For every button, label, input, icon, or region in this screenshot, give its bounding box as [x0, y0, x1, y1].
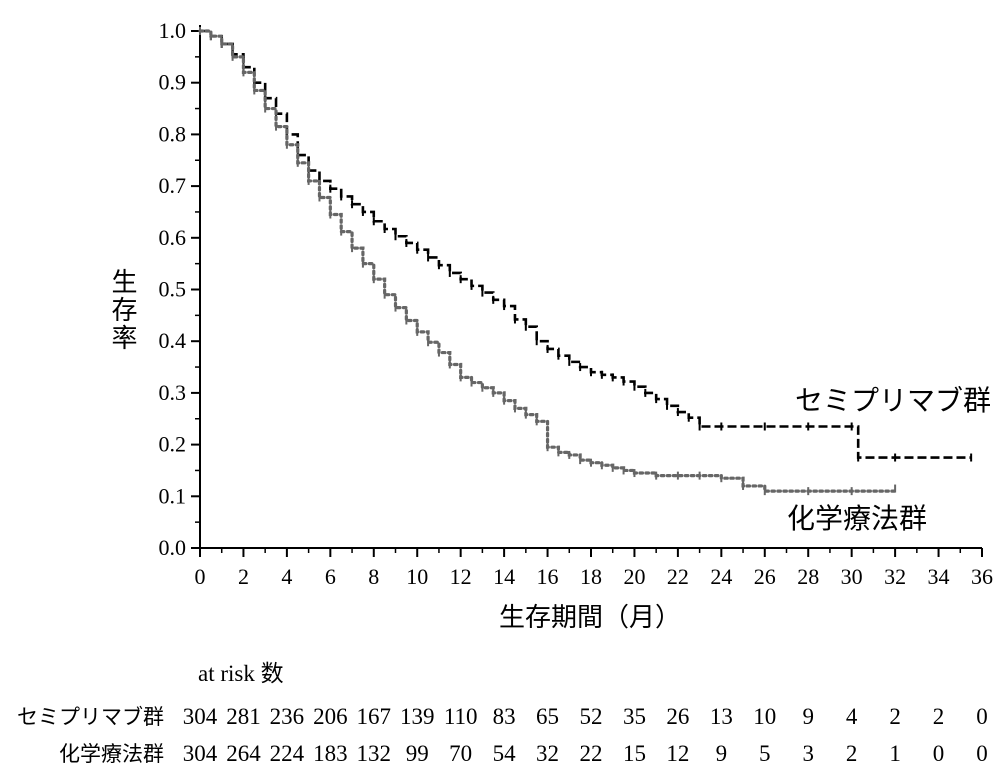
- y-tick-label: 0.9: [159, 70, 187, 95]
- at-risk-value: 2: [933, 704, 945, 729]
- at-risk-value: 236: [270, 704, 305, 729]
- y-tick-label: 0.1: [159, 483, 187, 508]
- at-risk-value: 12: [666, 741, 689, 766]
- series-label-cemiplimab: セミプリマブ群: [795, 384, 991, 417]
- x-tick-label: 24: [710, 564, 732, 589]
- x-tick-label: 18: [580, 564, 602, 589]
- x-tick-label: 30: [841, 564, 863, 589]
- x-tick-label: 32: [884, 564, 906, 589]
- at-risk-value: 52: [580, 704, 603, 729]
- at-risk-table: at risk 数 セミプリマブ群 304 281 236 206 167 139 110 83…: [17, 661, 988, 766]
- at-risk-value: 15: [623, 741, 646, 766]
- at-risk-value: 110: [444, 704, 478, 729]
- x-tick-label: 10: [406, 564, 428, 589]
- at-risk-value: 22: [580, 741, 603, 766]
- y-ticks: 0.0 0.1 0.2 0.3 0.4 0.5 0.6 0.7 0.8 0.9 1.0: [159, 18, 200, 560]
- at-risk-value: 54: [493, 741, 517, 766]
- at-risk-value: 0: [933, 741, 945, 766]
- at-risk-value: 65: [536, 704, 559, 729]
- x-tick-label: 0: [195, 564, 206, 589]
- axes: [199, 25, 982, 549]
- at-risk-value: 2: [846, 741, 858, 766]
- x-tick-label: 8: [368, 564, 379, 589]
- at-risk-value: 183: [313, 741, 348, 766]
- x-axis-title: 生存期間（月）: [499, 603, 681, 633]
- y-tick-label: 0.0: [159, 535, 187, 560]
- x-tick-label: 26: [754, 564, 776, 589]
- series-group: [198, 27, 973, 496]
- at-risk-value: 13: [710, 704, 733, 729]
- x-tick-label: 16: [537, 564, 559, 589]
- y-tick-label: 0.3: [159, 380, 187, 405]
- at-risk-row-label: セミプリマブ群: [17, 705, 164, 729]
- at-risk-value: 304: [183, 704, 218, 729]
- at-risk-value: 70: [449, 741, 472, 766]
- at-risk-value: 5: [759, 741, 771, 766]
- at-risk-value: 0: [976, 704, 988, 729]
- at-risk-value: 2: [889, 704, 901, 729]
- y-axis-title: 生存率: [107, 268, 137, 352]
- x-tick-label: 20: [623, 564, 645, 589]
- x-tick-label: 6: [325, 564, 336, 589]
- at-risk-value: 304: [183, 741, 218, 766]
- at-risk-value: 32: [536, 741, 559, 766]
- y-tick-label: 0.2: [159, 432, 187, 457]
- at-risk-value: 9: [802, 704, 814, 729]
- at-risk-header: at risk 数: [198, 661, 284, 686]
- at-risk-value: 9: [716, 741, 728, 766]
- at-risk-row-label: 化学療法群: [59, 742, 164, 766]
- at-risk-value: 4: [846, 704, 858, 729]
- at-risk-value: 3: [802, 741, 814, 766]
- x-tick-label: 28: [797, 564, 819, 589]
- at-risk-value: 26: [666, 704, 689, 729]
- y-tick-label: 0.8: [159, 121, 187, 146]
- x-tick-label: 12: [450, 564, 472, 589]
- x-tick-label: 34: [928, 564, 950, 589]
- y-tick-label: 1.0: [159, 18, 187, 43]
- x-tick-label: 14: [493, 564, 515, 589]
- at-risk-value: 0: [976, 741, 988, 766]
- y-tick-label: 0.5: [159, 277, 187, 302]
- at-risk-value: 99: [406, 741, 429, 766]
- at-risk-value: 132: [357, 741, 392, 766]
- x-tick-label: 22: [667, 564, 689, 589]
- series-label-chemotherapy: 化学療法群: [787, 502, 927, 535]
- x-tick-label: 4: [281, 564, 292, 589]
- at-risk-value: 35: [623, 704, 646, 729]
- y-tick-label: 0.6: [159, 225, 187, 250]
- series-line-1: [198, 29, 897, 493]
- at-risk-value: 139: [400, 704, 435, 729]
- x-tick-label: 36: [971, 564, 993, 589]
- x-ticks: 0 2 4 6 8 10 12 14 16 18 20 22 24 26 28 30 32 34 36: [195, 548, 993, 589]
- y-tick-label: 0.7: [159, 173, 187, 198]
- x-tick-label: 2: [238, 564, 249, 589]
- at-risk-value: 83: [493, 704, 516, 729]
- at-risk-value: 167: [357, 704, 392, 729]
- at-risk-value: 264: [226, 741, 261, 766]
- at-risk-value: 281: [226, 704, 261, 729]
- at-risk-value: 10: [753, 704, 776, 729]
- at-risk-value: 1: [889, 741, 901, 766]
- at-risk-value: 206: [313, 704, 348, 729]
- y-tick-label: 0.4: [159, 328, 187, 353]
- at-risk-value: 224: [270, 741, 305, 766]
